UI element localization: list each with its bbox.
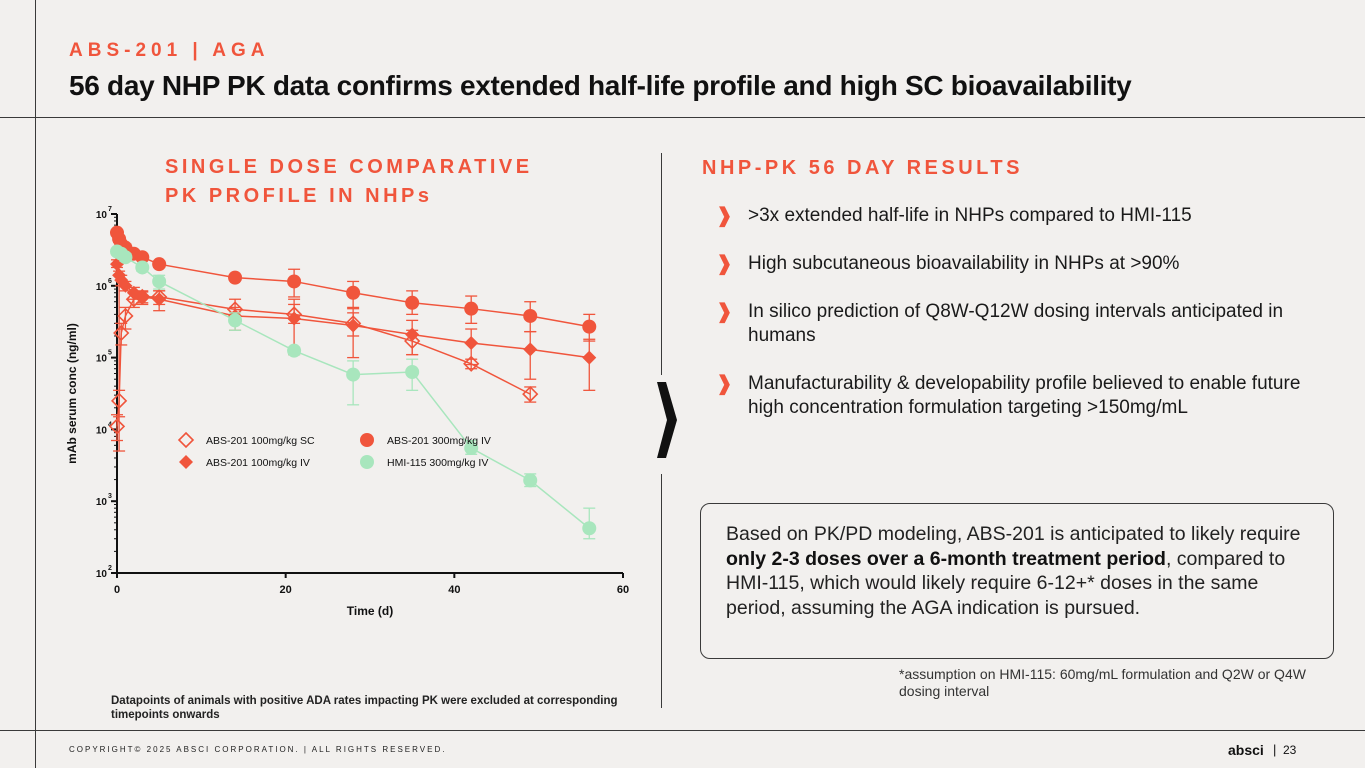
list-item: ❱ >3x extended half-life in NHPs compared…: [716, 204, 1316, 228]
bullet-text: High subcutaneous bioavailability in NHP…: [748, 253, 1180, 274]
data-point: [135, 289, 150, 304]
callout-text-emphasis: only 2-3 doses over a 6-month treatment …: [726, 547, 1166, 570]
data-point: [346, 318, 361, 333]
results-title: NHP-PK 56 DAY RESULTS: [702, 157, 1023, 179]
data-point: [152, 274, 167, 289]
header-rule: [0, 117, 1365, 118]
x-tick-label: 40: [448, 584, 460, 596]
absci-logo: absci: [1228, 742, 1264, 758]
y-axis-label: mAb serum conc (ng/ml): [65, 323, 79, 464]
data-point: [287, 311, 302, 326]
y-tick-exponent: 5: [108, 350, 112, 357]
legend-label: HMI-115 300mg/kg IV: [387, 457, 488, 469]
page-title: 56 day NHP PK data confirms extended hal…: [69, 70, 1132, 101]
data-point: [228, 270, 243, 285]
section-eyebrow: ABS-201 | AGA: [69, 40, 270, 61]
data-point: [117, 307, 134, 325]
data-point: [287, 343, 302, 358]
bullet-chevron-icon: ❱: [716, 253, 733, 275]
legend-marker: [177, 431, 195, 449]
legend-label: ABS-201 100mg/kg SC: [206, 435, 315, 447]
chevron-right-icon: [657, 382, 677, 458]
data-point: [346, 285, 361, 300]
y-tick-label: 10: [96, 425, 108, 436]
results-list: ❱ >3x extended half-life in NHPs compared…: [716, 204, 1316, 444]
data-point: [405, 365, 420, 380]
data-point: [346, 367, 361, 382]
series-line: [116, 296, 531, 427]
footer-rule: [0, 730, 1365, 731]
data-point: [118, 278, 133, 293]
data-point: [152, 257, 167, 272]
legend-marker: [360, 455, 374, 469]
data-point: [523, 308, 538, 323]
data-point: [135, 260, 150, 275]
callout-text-end: , compared to HMI-115, which would likel…: [726, 547, 1286, 619]
data-point: [582, 319, 597, 334]
chart-note: Datapoints of animals with positive ADA …: [111, 695, 618, 721]
y-tick-exponent: 4: [108, 421, 112, 428]
data-point: [582, 521, 597, 536]
copyright: COPYRIGHT© 2025 ABSCI CORPORATION. | ALL…: [69, 745, 447, 754]
x-axis-label: Time (d): [347, 604, 393, 618]
data-point: [522, 385, 539, 403]
left-margin-line: [35, 0, 36, 768]
data-point: [108, 418, 126, 435]
data-point: [463, 355, 480, 372]
y-tick-label: 10: [96, 210, 108, 221]
y-tick-label: 10: [96, 282, 108, 293]
x-tick-label: 20: [280, 584, 292, 596]
y-tick-label: 10: [96, 354, 108, 365]
data-point: [287, 274, 302, 289]
data-point: [464, 335, 479, 350]
callout-text-start: Based on PK/PD modeling, ABS-201 is anti…: [726, 523, 1301, 545]
data-point: [523, 342, 538, 357]
data-point: [152, 292, 167, 307]
chart-title-line-1: SINGLE DOSE COMPARATIVE: [165, 156, 533, 178]
y-tick-exponent: 6: [108, 278, 112, 285]
bullet-text: In silico prediction of Q8W-Q12W dosing …: [748, 301, 1284, 346]
data-point: [110, 257, 124, 272]
page-number: 23: [1283, 743, 1297, 757]
list-item: ❱ Manufacturability & developability prof…: [716, 372, 1308, 420]
y-tick-label: 10: [96, 569, 108, 580]
data-point: [523, 473, 538, 488]
chart-section-title: SINGLE DOSE COMPARATIVE PK PROFILE IN NH…: [165, 153, 533, 211]
center-divider-bottom: [661, 474, 662, 708]
list-item: ❱ High subcutaneous bioavailability in NH…: [716, 252, 1316, 276]
bullet-chevron-icon: ❱: [716, 301, 733, 323]
bullet-text: Manufacturability & developability profi…: [748, 373, 1301, 418]
legend-marker: [360, 433, 374, 447]
center-divider-top: [661, 153, 662, 375]
legend-marker: [179, 455, 193, 469]
data-point: [582, 350, 597, 365]
bullet-text: >3x extended half-life in NHPs compared …: [748, 205, 1192, 226]
data-point: [113, 324, 130, 342]
modeling-callout-box: Based on PK/PD modeling, ABS-201 is anti…: [700, 503, 1334, 659]
page-separator: |: [1273, 742, 1277, 757]
data-point: [126, 285, 141, 300]
y-tick-label: 10: [96, 497, 108, 508]
y-tick-exponent: 3: [108, 493, 112, 500]
x-tick-label: 0: [114, 584, 120, 596]
data-point: [118, 250, 133, 265]
x-tick-label: 60: [617, 584, 629, 596]
legend-label: ABS-201 100mg/kg IV: [206, 457, 310, 469]
y-tick-exponent: 7: [108, 206, 112, 213]
list-item: ❱ In silico prediction of Q8W-Q12W dosing…: [716, 300, 1308, 348]
y-tick-exponent: 2: [108, 565, 112, 572]
data-point: [135, 250, 150, 265]
bullet-chevron-icon: ❱: [716, 373, 733, 395]
data-point: [464, 301, 479, 316]
data-point: [228, 313, 243, 328]
data-point: [405, 295, 420, 310]
data-point: [464, 441, 479, 456]
footnote: *assumption on HMI-115: 60mg/mL formulat…: [899, 666, 1306, 699]
bullet-chevron-icon: ❱: [716, 205, 733, 227]
chart-title-line-2: PK PROFILE IN NHPs: [165, 185, 433, 207]
data-point: [405, 327, 420, 342]
legend-label: ABS-201 300mg/kg IV: [387, 435, 491, 447]
